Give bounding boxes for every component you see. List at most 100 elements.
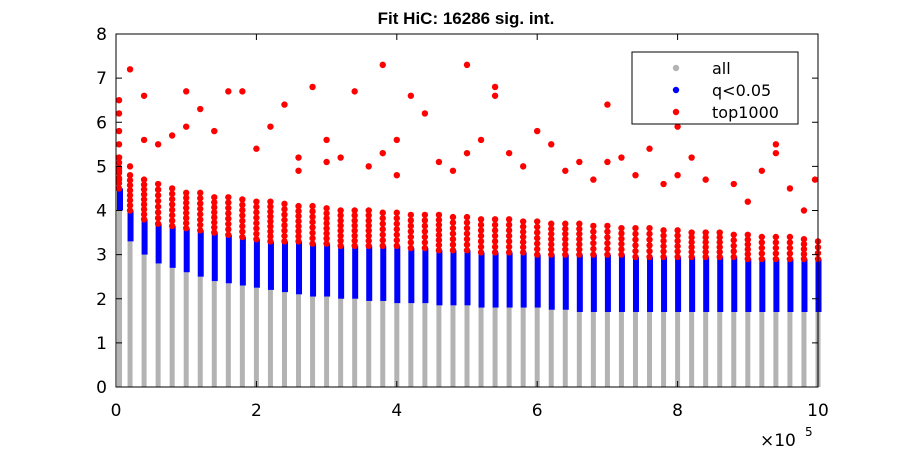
q005-column	[380, 245, 387, 301]
legend-item: top1000	[672, 103, 779, 122]
top1000-point	[253, 225, 260, 232]
q005-column	[562, 254, 569, 310]
top1000-point	[618, 240, 625, 248]
top1000-point	[491, 221, 499, 229]
top1000-point	[632, 172, 639, 179]
top1000-point	[688, 229, 695, 236]
top1000-point	[548, 235, 555, 243]
x-tick-label: 2	[251, 401, 262, 421]
q005-column	[703, 256, 710, 312]
all-column	[717, 311, 723, 387]
top1000-point	[393, 136, 400, 144]
top1000-point	[730, 180, 737, 188]
top1000-point	[519, 233, 527, 241]
top1000-point	[660, 243, 667, 250]
q005-column	[576, 254, 583, 312]
x-tick-label: 8	[672, 401, 683, 421]
top1000-point	[716, 243, 723, 251]
top1000-point	[225, 226, 232, 233]
all-column	[745, 311, 751, 387]
top1000-point	[225, 204, 232, 212]
top1000-point	[548, 241, 555, 248]
top1000-point	[407, 244, 415, 252]
top1000-point	[281, 227, 288, 234]
top1000-point	[267, 123, 274, 130]
top1000-point	[449, 224, 457, 232]
top1000-point	[379, 61, 386, 69]
top1000-point	[393, 172, 400, 179]
top1000-point	[323, 205, 330, 212]
series-top1000	[115, 61, 822, 263]
all-column	[801, 311, 807, 387]
top1000-point	[126, 172, 134, 179]
top1000-point	[604, 228, 611, 235]
legend-box	[631, 51, 799, 125]
top1000-point	[548, 251, 555, 258]
top1000-point	[239, 223, 246, 230]
top1000-point	[674, 243, 681, 250]
top1000-point	[115, 159, 123, 166]
top1000-point	[477, 232, 485, 240]
top1000-point	[800, 235, 808, 243]
top1000-point	[407, 92, 415, 99]
top1000-point	[505, 216, 513, 223]
top1000-point	[365, 163, 372, 170]
top1000-point	[126, 192, 134, 199]
top1000-point	[590, 239, 597, 247]
top1000-point	[183, 194, 190, 202]
top1000-point	[491, 249, 499, 256]
top1000-point	[702, 229, 709, 236]
all-column	[759, 311, 765, 387]
top1000-point	[267, 233, 274, 240]
top1000-point	[744, 236, 751, 243]
top1000-point	[379, 215, 386, 222]
top1000-point	[323, 136, 330, 144]
top1000-point	[674, 172, 681, 179]
top1000-point	[449, 213, 457, 221]
top1000-point	[618, 235, 625, 242]
top1000-point	[351, 207, 358, 214]
top1000-point	[632, 236, 639, 243]
top1000-point	[295, 212, 302, 220]
top1000-point	[632, 224, 639, 232]
top1000-point	[140, 181, 148, 188]
all-column	[127, 241, 133, 387]
top1000-point	[435, 231, 443, 239]
q005-column	[127, 210, 134, 242]
top1000-point	[477, 249, 485, 256]
top1000-point	[168, 222, 176, 230]
top1000-point	[379, 242, 386, 249]
top1000-point	[702, 239, 709, 246]
top1000-point	[449, 167, 457, 174]
top1000-point	[811, 176, 819, 183]
all-column	[464, 305, 470, 387]
top1000-point	[449, 247, 457, 254]
q005-column	[773, 259, 780, 312]
top1000-point	[337, 207, 344, 214]
top1000-point	[421, 244, 429, 252]
top1000-point	[154, 186, 162, 193]
top1000-point	[379, 220, 386, 227]
top1000-point	[491, 243, 499, 251]
q005-column	[281, 241, 288, 293]
top1000-point	[365, 242, 372, 249]
all-column	[169, 267, 175, 387]
y-tick-label: 7	[96, 69, 107, 89]
top1000-point	[253, 203, 260, 211]
top1000-point	[253, 219, 260, 227]
top1000-point	[323, 225, 330, 232]
q005-column	[717, 256, 724, 312]
top1000-point	[115, 96, 123, 104]
top1000-point	[702, 234, 709, 241]
top1000-point	[463, 213, 471, 221]
top1000-point	[660, 227, 667, 234]
top1000-point	[604, 234, 611, 241]
all-column	[576, 311, 582, 387]
top1000-point	[562, 220, 569, 227]
all-column	[211, 281, 217, 387]
top1000-point	[295, 228, 302, 235]
top1000-point	[576, 246, 583, 253]
top1000-point	[407, 211, 415, 219]
top1000-point	[183, 88, 190, 95]
